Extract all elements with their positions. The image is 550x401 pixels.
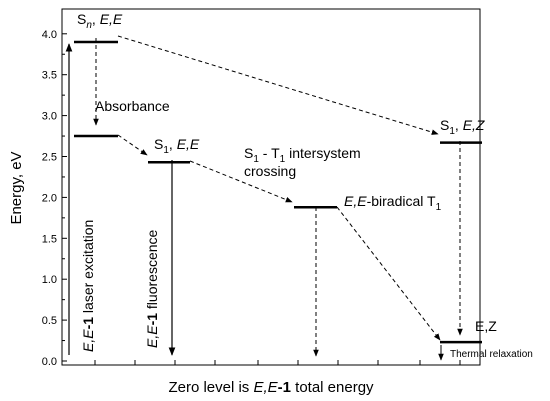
s1-to-t1-arrow bbox=[189, 160, 293, 203]
y-axis-title: Energy, eV bbox=[8, 151, 25, 224]
y-tick-label: 4.0 bbox=[42, 29, 57, 41]
label-laser-excitation: E,E-1 laser excitation bbox=[80, 220, 96, 352]
label-absorbance: Absorbance bbox=[95, 98, 170, 114]
label-isc-line2: crossing bbox=[244, 163, 296, 179]
y-tick-label: 3.0 bbox=[42, 111, 57, 123]
y-tick-label: 2.5 bbox=[42, 152, 57, 164]
t1-to-ez-arrow bbox=[336, 206, 441, 341]
sn-to-s1ez-arrow bbox=[117, 35, 439, 135]
y-axis-ticks: 0.0 0.5 1.0 1.5 2.0 2.5 3.0 3.5 4.0 bbox=[42, 29, 67, 368]
label-isc-line1: S1 - T1 intersystem bbox=[244, 145, 361, 165]
label-sn-ee: Sn, E,E bbox=[77, 11, 123, 31]
label-thermal-relaxation: Thermal relaxation bbox=[450, 349, 533, 360]
label-s1-ee: S1, E,E bbox=[154, 136, 200, 156]
y-tick-label: 1.0 bbox=[42, 274, 57, 286]
label-s1-ez: S1, E,Z bbox=[440, 117, 485, 137]
y-tick-label: 0.5 bbox=[42, 315, 57, 327]
absorbance-to-s1-arrow bbox=[117, 134, 148, 156]
label-fluorescence: E,E-1 fluorescence bbox=[144, 229, 160, 348]
x-axis-ticks bbox=[94, 360, 461, 365]
label-biradical: E,E-biradical T1 bbox=[344, 193, 442, 213]
label-ez: E,Z bbox=[475, 318, 497, 334]
y-tick-label: 2.0 bbox=[42, 192, 57, 204]
y-tick-label: 1.5 bbox=[42, 233, 57, 245]
x-axis-title: Zero level is E,E-1 total energy bbox=[168, 379, 374, 396]
y-tick-label: 3.5 bbox=[42, 70, 57, 82]
y-tick-label: 0.0 bbox=[42, 356, 57, 368]
plot-frame bbox=[61, 8, 481, 366]
dashed-transitions bbox=[93, 35, 463, 357]
